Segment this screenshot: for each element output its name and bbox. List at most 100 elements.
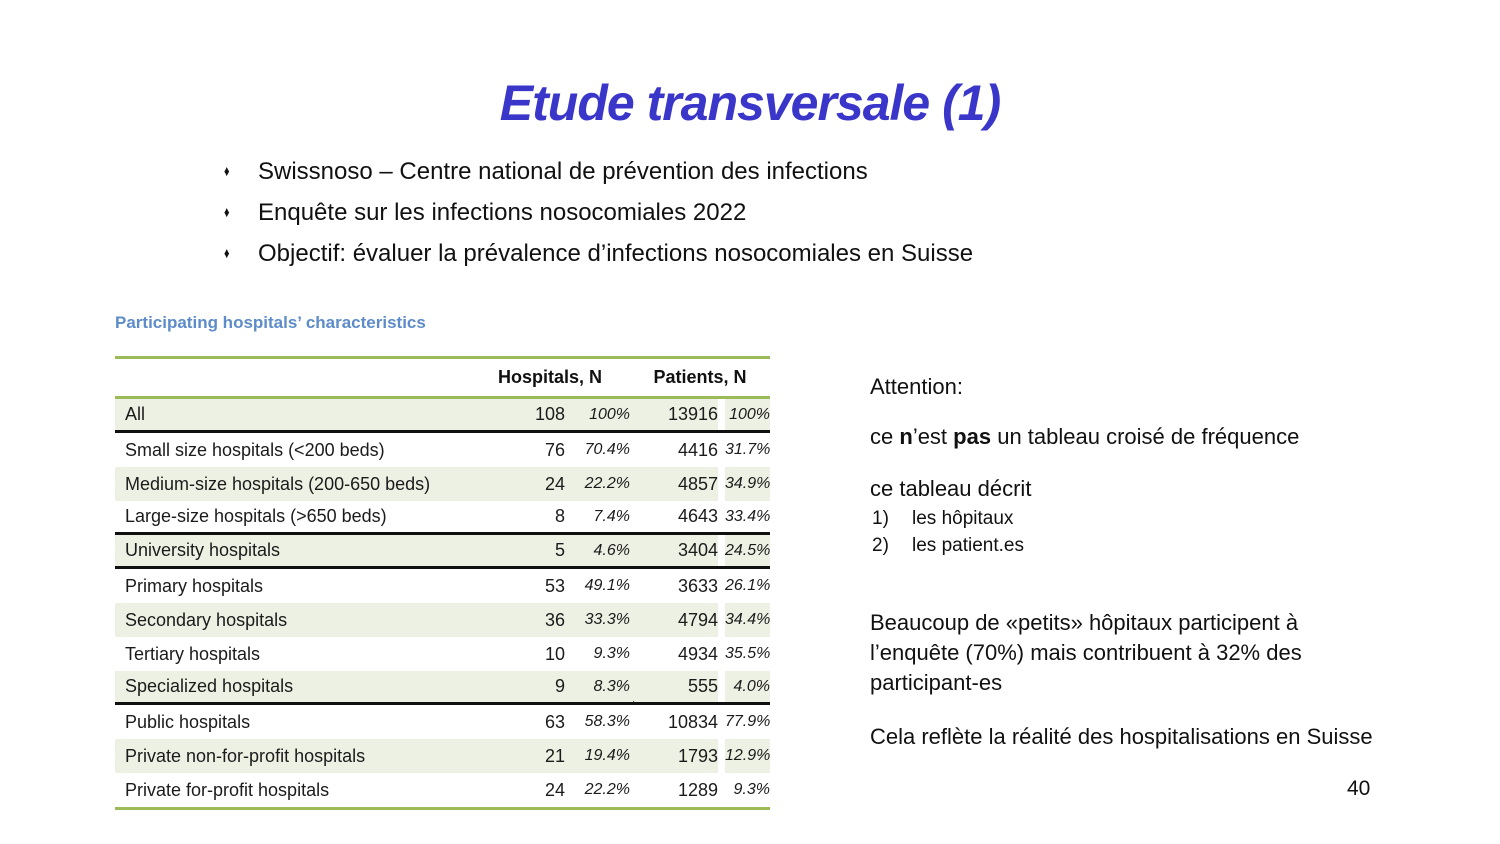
row-label: All bbox=[115, 399, 470, 430]
patients-pct-value: 33.4% bbox=[725, 507, 771, 525]
bullet-item: ♦ Enquête sur les infections nosocomiale… bbox=[222, 199, 973, 227]
hospitals-n-cell: 10 bbox=[544, 643, 565, 664]
patients-pct-cell: 100% bbox=[725, 399, 770, 430]
patients-n-cell: 1793 bbox=[630, 739, 718, 773]
numbered-list-item: 1) les hôpitaux bbox=[872, 505, 1024, 532]
patients-pct-value: 77.9% bbox=[725, 713, 771, 730]
patients-n-cell: 10834 bbox=[667, 711, 718, 732]
paragraph-line: Beaucoup de «petits» hôpitaux participen… bbox=[870, 610, 1299, 635]
table-row: Large-size hospitals (>650 beds) 8 7.4% … bbox=[115, 501, 770, 535]
patients-n-cell: 555 bbox=[630, 671, 718, 702]
patients-pct-cell: 77.9% bbox=[725, 705, 770, 739]
patients-pct-value: 4.0% bbox=[733, 677, 770, 695]
hospitals-pct-cell: 8.3% bbox=[565, 671, 630, 702]
item-number: 1) bbox=[872, 508, 889, 529]
column-gap bbox=[718, 501, 725, 532]
item-text: les hôpitaux bbox=[912, 508, 1014, 529]
bullet-list: ♦ Swissnoso – Centre national de prévent… bbox=[222, 158, 973, 281]
bullet-text: Enquête sur les infections nosocomiales … bbox=[258, 199, 747, 226]
hospitals-n-cell: 24 bbox=[470, 467, 565, 501]
hospitals-pct-cell: 49.1% bbox=[584, 577, 630, 594]
hospitals-n-cell: 53 bbox=[544, 575, 565, 596]
note-text-segment: ce bbox=[870, 424, 900, 449]
row-label: Large-size hospitals (>650 beds) bbox=[125, 506, 387, 526]
column-gap bbox=[718, 773, 725, 807]
patients-n-cell: 4416 bbox=[677, 439, 718, 460]
row-label: Specialized hospitals bbox=[115, 671, 470, 702]
bullet-text: Objectif: évaluer la prévalence d’infect… bbox=[258, 240, 974, 267]
column-gap bbox=[718, 569, 725, 603]
table-title: Participating hospitals’ characteristics bbox=[115, 313, 426, 332]
hospitals-table: Hospitals, N Patients, N All 108 100% 13… bbox=[115, 356, 770, 810]
diamond-bullet-icon: ♦ bbox=[223, 245, 230, 262]
column-gap bbox=[718, 535, 725, 566]
row-label: University hospitals bbox=[115, 535, 470, 566]
patients-pct-cell: 31.7% bbox=[725, 433, 770, 467]
table-row: Public hospitals 63 58.3% · 10834 77.9% bbox=[115, 696, 770, 739]
patients-n-cell: 4934 bbox=[677, 643, 718, 664]
row-label: Private non-for-profit hospitals bbox=[115, 739, 470, 773]
hospitals-pct-cell: 70.4% bbox=[584, 441, 630, 458]
table-row: All 108 100% 13916 100% bbox=[115, 399, 770, 433]
hospitals-n-cell: 76 bbox=[544, 439, 565, 460]
row-label: Primary hospitals bbox=[125, 575, 264, 596]
row-label: Private for-profit hospitals bbox=[125, 779, 330, 800]
note-text-segment: n bbox=[899, 424, 913, 449]
item-number: 2) bbox=[872, 535, 889, 556]
hospitals-pct-cell: 19.4% bbox=[565, 739, 630, 773]
hospitals-pct-cell: 4.6% bbox=[565, 535, 630, 566]
hospitals-table-block: Participating hospitals’ characteristics… bbox=[115, 312, 815, 810]
patients-pct-value: 26.1% bbox=[725, 577, 771, 594]
hospitals-n-cell: 8 bbox=[554, 506, 565, 526]
patients-pct-value: 12.9% bbox=[725, 747, 771, 764]
bullet-text: Swissnoso – Centre national de préventio… bbox=[258, 158, 868, 185]
column-gap bbox=[718, 705, 725, 739]
participation-paragraph: Beaucoup de «petits» hôpitaux participen… bbox=[870, 608, 1302, 698]
patients-n-cell: 3404 bbox=[630, 535, 718, 566]
item-text: les patient.es bbox=[912, 535, 1024, 556]
patients-pct-value: 9.3% bbox=[733, 781, 770, 798]
table-bottom-rule bbox=[115, 807, 770, 810]
table-row: University hospitals 5 4.6% 3404 24.5% bbox=[115, 535, 770, 569]
patients-pct-value: 31.7% bbox=[725, 441, 771, 458]
hospitals-n-cell: 21 bbox=[470, 739, 565, 773]
column-gap bbox=[718, 637, 725, 671]
hospitals-pct-cell: 7.4% bbox=[593, 507, 630, 525]
table-row: Private non-for-profit hospitals 21 19.4… bbox=[115, 739, 770, 773]
patients-n-cell: 4794 bbox=[630, 603, 718, 637]
patients-n-cell: 4643 bbox=[677, 506, 718, 526]
patients-pct-value: 34.4% bbox=[725, 611, 771, 628]
patients-pct-cell: 34.4% bbox=[725, 603, 770, 637]
hospitals-pct-cell: 22.2% bbox=[584, 781, 630, 798]
hospitals-pct-cell: 58.3% bbox=[584, 713, 630, 730]
column-gap bbox=[718, 739, 725, 773]
table-row: Primary hospitals 53 49.1% 3633 26.1% bbox=[115, 569, 770, 603]
table-header-row: Hospitals, N Patients, N bbox=[115, 359, 770, 396]
paragraph-line: participant-es bbox=[870, 670, 1003, 695]
diamond-bullet-icon: ♦ bbox=[223, 163, 230, 180]
patients-pct-cell: 24.5% bbox=[725, 535, 770, 566]
bullet-item: ♦ Objectif: évaluer la prévalence d’infe… bbox=[222, 240, 973, 268]
hospitals-n-cell: 5 bbox=[470, 535, 565, 566]
hospitals-n-cell: 36 bbox=[470, 603, 565, 637]
patients-n-cell: 4857 bbox=[630, 467, 718, 501]
bullet-item: ♦ Swissnoso – Centre national de prévent… bbox=[222, 158, 973, 186]
patients-pct-value: 100% bbox=[729, 405, 770, 423]
patients-pct-cell: 9.3% bbox=[725, 773, 770, 807]
hospitals-pct-cell: 22.2% bbox=[565, 467, 630, 501]
column-gap bbox=[718, 603, 725, 637]
table-row: Tertiary hospitals 10 9.3% 4934 35.5% bbox=[115, 637, 770, 671]
patients-pct-cell: 26.1% bbox=[725, 569, 770, 603]
conclusion-note: Cela reflète la réalité des hospitalisat… bbox=[870, 724, 1373, 749]
table-body: All 108 100% 13916 100% Small size hospi… bbox=[115, 399, 770, 807]
patients-pct-value: 35.5% bbox=[725, 645, 771, 662]
row-label: Small size hospitals (<200 beds) bbox=[125, 439, 385, 460]
patients-n-cell: 3633 bbox=[677, 575, 718, 596]
row-label: Secondary hospitals bbox=[115, 603, 470, 637]
patients-pct-cell: 35.5% bbox=[725, 637, 770, 671]
table-row: Specialized hospitals 9 8.3% 555 4.0% bbox=[115, 671, 770, 705]
page-title: Etude transversale (1) bbox=[499, 75, 1001, 131]
note-text-segment: ’est bbox=[912, 424, 954, 449]
numbered-list-item: 2) les patient.es bbox=[872, 532, 1024, 559]
